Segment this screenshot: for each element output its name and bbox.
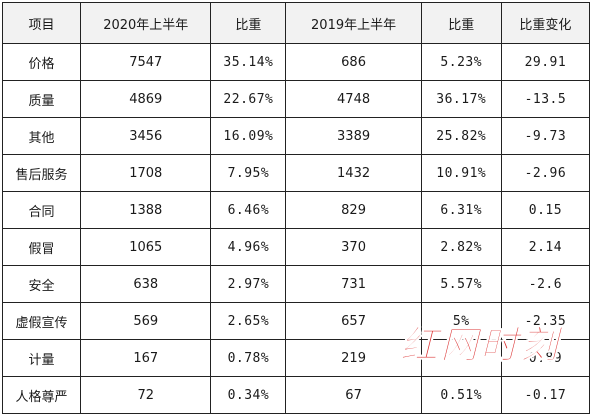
cell-2019-count: 4748 <box>285 80 422 118</box>
cell-2020-count: 3456 <box>80 117 212 155</box>
cell-2020-share: 6.46% <box>210 191 287 229</box>
cell-2020-count: 4869 <box>80 80 212 118</box>
header-item: 项目 <box>1 2 82 44</box>
header-2019-share: 比重 <box>420 2 502 44</box>
header-share-change: 比重变化 <box>500 2 591 44</box>
cell-2020-count: 72 <box>80 376 212 414</box>
data-table: 项目 2020年上半年 比重 2019年上半年 比重 比重变化 价格 7547 35… <box>1 2 591 414</box>
cell-item: 质量 <box>1 80 82 118</box>
cell-item: 假冒 <box>1 228 82 266</box>
cell-2019-share: 5.57% <box>420 265 502 303</box>
cell-share-change: -2.6 <box>500 265 591 303</box>
header-2020-share: 比重 <box>210 2 287 44</box>
cell-2019-share: 25.82% <box>420 117 502 155</box>
cell-2020-share: 35.14% <box>210 43 287 81</box>
table-row: 价格 7547 35.14% 686 5.23% 29.91 <box>1 43 591 81</box>
cell-2019-share: 2.82% <box>420 228 502 266</box>
cell-2019-share: 5.23% <box>420 43 502 81</box>
cell-2019-count: 3389 <box>285 117 422 155</box>
table-row: 人格尊严 72 0.34% 67 0.51% -0.17 <box>1 376 591 414</box>
table-row: 虚假宣传 569 2.65% 657 5% -2.35 <box>1 302 591 340</box>
cell-item: 其他 <box>1 117 82 155</box>
table-row: 计量 167 0.78% 219 0.89 <box>1 339 591 377</box>
cell-2019-share: 10.91% <box>420 154 502 192</box>
cell-2020-count: 1388 <box>80 191 212 229</box>
cell-item: 价格 <box>1 43 82 81</box>
cell-item: 虚假宣传 <box>1 302 82 340</box>
cell-2020-share: 22.67% <box>210 80 287 118</box>
cell-2020-share: 4.96% <box>210 228 287 266</box>
cell-2019-share: 36.17% <box>420 80 502 118</box>
cell-share-change: 0.89 <box>500 339 591 377</box>
cell-item: 安全 <box>1 265 82 303</box>
cell-2019-share: 5% <box>420 302 502 340</box>
cell-share-change: 2.14 <box>500 228 591 266</box>
cell-share-change: -13.5 <box>500 80 591 118</box>
cell-share-change: -9.73 <box>500 117 591 155</box>
data-table-container: 项目 2020年上半年 比重 2019年上半年 比重 比重变化 价格 7547 35… <box>1 2 591 414</box>
table-row: 质量 4869 22.67% 4748 36.17% -13.5 <box>1 80 591 118</box>
cell-2019-share <box>420 339 502 377</box>
cell-item: 人格尊严 <box>1 376 82 414</box>
cell-2019-share: 0.51% <box>420 376 502 414</box>
cell-share-change: -2.35 <box>500 302 591 340</box>
table-row: 安全 638 2.97% 731 5.57% -2.6 <box>1 265 591 303</box>
cell-2019-count: 1432 <box>285 154 422 192</box>
cell-2019-count: 657 <box>285 302 422 340</box>
cell-2020-share: 16.09% <box>210 117 287 155</box>
cell-2020-count: 1708 <box>80 154 212 192</box>
cell-2019-count: 686 <box>285 43 422 81</box>
cell-share-change: -0.17 <box>500 376 591 414</box>
cell-item: 售后服务 <box>1 154 82 192</box>
table-row: 合同 1388 6.46% 829 6.31% 0.15 <box>1 191 591 229</box>
table-header-row: 项目 2020年上半年 比重 2019年上半年 比重 比重变化 <box>1 2 591 44</box>
cell-2020-share: 0.78% <box>210 339 287 377</box>
cell-item: 计量 <box>1 339 82 377</box>
cell-2019-count: 67 <box>285 376 422 414</box>
cell-share-change: -2.96 <box>500 154 591 192</box>
cell-2020-count: 167 <box>80 339 212 377</box>
table-row: 其他 3456 16.09% 3389 25.82% -9.73 <box>1 117 591 155</box>
cell-2020-share: 7.95% <box>210 154 287 192</box>
cell-2020-count: 7547 <box>80 43 212 81</box>
cell-2020-count: 638 <box>80 265 212 303</box>
cell-share-change: 29.91 <box>500 43 591 81</box>
cell-share-change: 0.15 <box>500 191 591 229</box>
cell-2020-share: 0.34% <box>210 376 287 414</box>
cell-2019-count: 370 <box>285 228 422 266</box>
cell-2019-share: 6.31% <box>420 191 502 229</box>
cell-2020-count: 1065 <box>80 228 212 266</box>
cell-2019-count: 829 <box>285 191 422 229</box>
cell-item: 合同 <box>1 191 82 229</box>
cell-2019-count: 731 <box>285 265 422 303</box>
header-2020-count: 2020年上半年 <box>80 2 212 44</box>
cell-2019-count: 219 <box>285 339 422 377</box>
cell-2020-share: 2.97% <box>210 265 287 303</box>
header-2019-count: 2019年上半年 <box>285 2 422 44</box>
table-row: 售后服务 1708 7.95% 1432 10.91% -2.96 <box>1 154 591 192</box>
cell-2020-count: 569 <box>80 302 212 340</box>
table-row: 假冒 1065 4.96% 370 2.82% 2.14 <box>1 228 591 266</box>
cell-2020-share: 2.65% <box>210 302 287 340</box>
